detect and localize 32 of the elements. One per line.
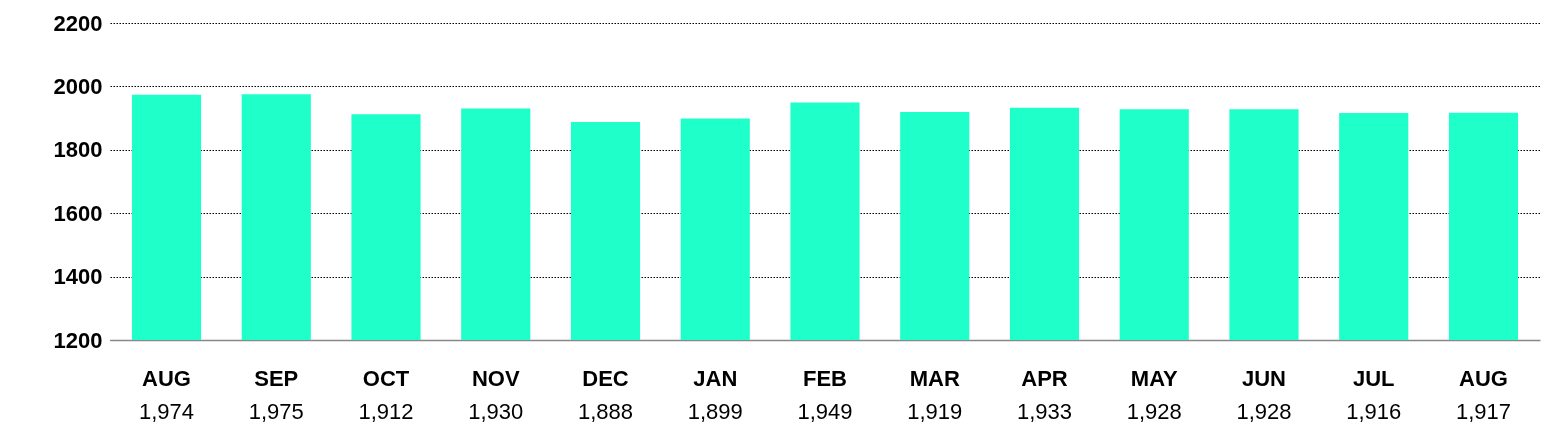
y-tick-label: 1600: [53, 200, 103, 226]
x-tick-label: NOV: [471, 365, 520, 391]
data-label: 1,928: [1236, 399, 1292, 424]
x-tick-label: AUG: [1459, 365, 1508, 391]
x-tick-label: JAN: [693, 365, 738, 391]
x-tick-label: FEB: [803, 365, 847, 391]
x-tick-label: AUG: [142, 365, 191, 391]
data-label: 1,974: [138, 399, 195, 424]
x-tick-label: MAR: [909, 365, 960, 391]
y-tick-label: 2200: [53, 10, 103, 36]
y-tick-label: 2000: [53, 73, 103, 99]
y-tick-label: 1400: [53, 264, 103, 290]
x-tick-label: OCT: [362, 365, 410, 391]
data-label: 1,975: [248, 399, 304, 424]
data-label: 1,919: [907, 399, 963, 424]
data-label: 1,930: [468, 399, 524, 424]
x-tick-label: JUL: [1352, 365, 1395, 391]
data-label: 1,912: [358, 399, 414, 424]
data-label: 1,888: [577, 399, 634, 424]
x-tick-label: MAY: [1130, 365, 1178, 391]
data-label: 1,933: [1016, 399, 1073, 424]
y-tick-label: 1800: [53, 137, 103, 163]
data-label: 1,949: [797, 399, 853, 424]
data-label: 1,917: [1455, 399, 1512, 424]
data-label: 1,928: [1126, 399, 1182, 424]
x-tick-label: APR: [1021, 365, 1068, 391]
data-label: 1,899: [687, 399, 743, 424]
y-tick-label: 1200: [53, 327, 103, 353]
x-tick-label: SEP: [254, 365, 299, 391]
x-tick-label: JUN: [1241, 365, 1286, 391]
data-label: 1,916: [1346, 399, 1402, 424]
x-tick-label: DEC: [582, 365, 629, 391]
